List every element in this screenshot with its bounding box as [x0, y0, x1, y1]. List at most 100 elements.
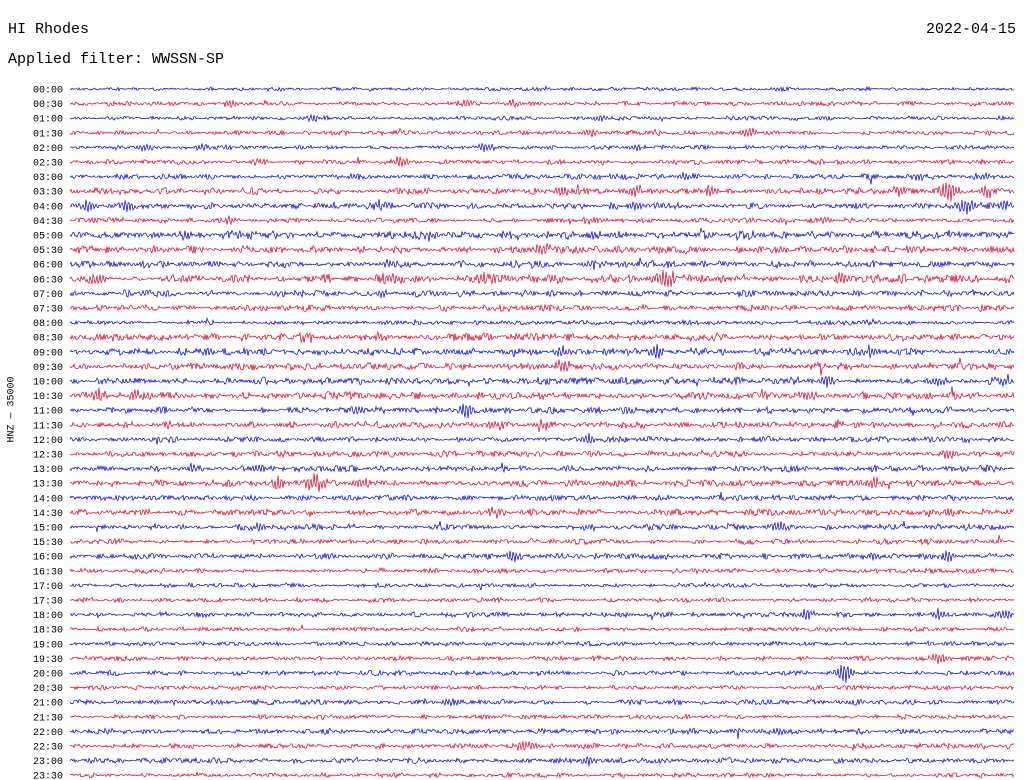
trace-row-00-00 [69, 85, 1015, 93]
time-label-21-00: 21:00 [33, 699, 63, 710]
time-label-03-00: 03:00 [33, 173, 63, 184]
time-label-14-30: 14:30 [33, 509, 63, 520]
trace-row-20-00 [69, 664, 1015, 684]
time-label-23-00: 23:00 [33, 757, 63, 768]
time-label-04-30: 04:30 [33, 217, 63, 228]
trace-row-05-30 [69, 243, 1015, 255]
time-label-06-00: 06:00 [33, 261, 63, 272]
time-label-23-30: 23:30 [33, 772, 63, 780]
trace-row-06-00 [69, 257, 1015, 271]
time-label-21-30: 21:30 [33, 713, 63, 724]
trace-row-02-30 [69, 156, 1015, 167]
trace-row-19-00 [69, 640, 1015, 648]
trace-row-10-00 [69, 373, 1015, 388]
time-label-17-30: 17:30 [33, 597, 63, 608]
time-label-19-30: 19:30 [33, 655, 63, 666]
trace-row-23-00 [69, 756, 1015, 767]
trace-row-23-30 [69, 770, 1015, 779]
trace-row-17-00 [69, 581, 1015, 591]
time-label-19-00: 19:00 [33, 640, 63, 651]
trace-row-13-30 [69, 473, 1015, 493]
time-label-11-30: 11:30 [33, 421, 63, 432]
trace-row-21-00 [69, 697, 1015, 707]
trace-row-11-00 [69, 403, 1015, 419]
time-label-01-00: 01:00 [33, 115, 63, 126]
time-label-02-00: 02:00 [33, 144, 63, 155]
time-label-18-30: 18:30 [33, 626, 63, 637]
trace-row-17-30 [69, 596, 1015, 604]
time-label-11-00: 11:00 [33, 407, 63, 418]
trace-row-03-30 [69, 182, 1015, 202]
station-title: HI Rhodes [8, 21, 90, 38]
trace-row-18-00 [69, 607, 1015, 621]
applied-filter-label: Applied filter: WWSSN-SP [8, 51, 225, 68]
trace-row-15-00 [69, 521, 1015, 533]
time-label-12-00: 12:00 [33, 436, 63, 447]
time-label-04-00: 04:00 [33, 202, 63, 213]
trace-row-14-30 [69, 506, 1015, 519]
trace-row-08-30 [69, 331, 1015, 344]
time-label-06-30: 06:30 [33, 275, 63, 286]
time-label-16-30: 16:30 [33, 567, 63, 578]
time-label-18-00: 18:00 [33, 611, 63, 622]
time-label-08-30: 08:30 [33, 334, 63, 345]
trace-row-13-00 [69, 462, 1015, 474]
trace-row-03-00 [69, 171, 1015, 185]
trace-row-12-00 [69, 432, 1015, 445]
trace-row-14-00 [69, 491, 1015, 502]
time-label-10-30: 10:30 [33, 392, 63, 403]
time-label-07-30: 07:30 [33, 305, 63, 316]
time-label-10-00: 10:00 [33, 378, 63, 389]
trace-row-18-30 [69, 623, 1015, 633]
time-label-08-00: 08:00 [33, 319, 63, 330]
time-label-00-00: 00:00 [33, 86, 63, 97]
time-label-20-00: 20:00 [33, 670, 63, 681]
time-label-15-30: 15:30 [33, 538, 63, 549]
time-label-09-00: 09:00 [33, 348, 63, 359]
trace-row-04-30 [69, 215, 1015, 226]
time-label-14-00: 14:00 [33, 494, 63, 505]
trace-row-19-30 [69, 653, 1015, 665]
time-label-03-30: 03:30 [33, 188, 63, 199]
trace-row-05-00 [69, 227, 1015, 242]
trace-row-01-00 [69, 113, 1015, 123]
trace-row-15-30 [70, 535, 1015, 546]
trace-row-00-30 [69, 98, 1015, 109]
trace-row-20-30 [69, 684, 1015, 692]
time-label-22-00: 22:00 [33, 728, 63, 739]
time-label-01-30: 01:30 [33, 129, 63, 140]
trace-row-07-30 [69, 303, 1015, 313]
trace-row-09-00 [69, 344, 1015, 359]
trace-row-04-00 [69, 198, 1015, 215]
trace-row-01-30 [69, 127, 1015, 138]
trace-row-11-30 [69, 418, 1015, 433]
time-label-20-30: 20:30 [33, 684, 63, 695]
time-label-02-30: 02:30 [33, 159, 63, 170]
time-label-13-30: 13:30 [33, 480, 63, 491]
trace-row-09-30 [69, 357, 1015, 376]
trace-row-16-30 [69, 566, 1015, 575]
time-label-16-00: 16:00 [33, 553, 63, 564]
time-label-09-30: 09:30 [33, 363, 63, 374]
trace-row-22-00 [69, 727, 1015, 740]
trace-row-06-30 [69, 269, 1015, 288]
trace-row-12-30 [69, 449, 1015, 460]
time-label-07-00: 07:00 [33, 290, 63, 301]
trace-row-10-30 [69, 386, 1015, 402]
record-date: 2022-04-15 [925, 21, 1016, 38]
trace-row-16-00 [69, 550, 1015, 563]
time-label-17-00: 17:00 [33, 582, 63, 593]
trace-row-21-30 [69, 712, 1015, 721]
trace-row-22-30 [69, 741, 1015, 752]
time-label-22-30: 22:30 [33, 743, 63, 754]
time-label-15-00: 15:00 [33, 524, 63, 535]
time-label-00-30: 00:30 [33, 100, 63, 111]
trace-row-07-00 [69, 288, 1015, 299]
trace-row-08-00 [69, 316, 1015, 327]
time-label-12-30: 12:30 [33, 451, 63, 462]
time-label-05-30: 05:30 [33, 246, 63, 257]
time-label-05-00: 05:00 [33, 232, 63, 243]
trace-row-02-00 [69, 143, 1015, 153]
